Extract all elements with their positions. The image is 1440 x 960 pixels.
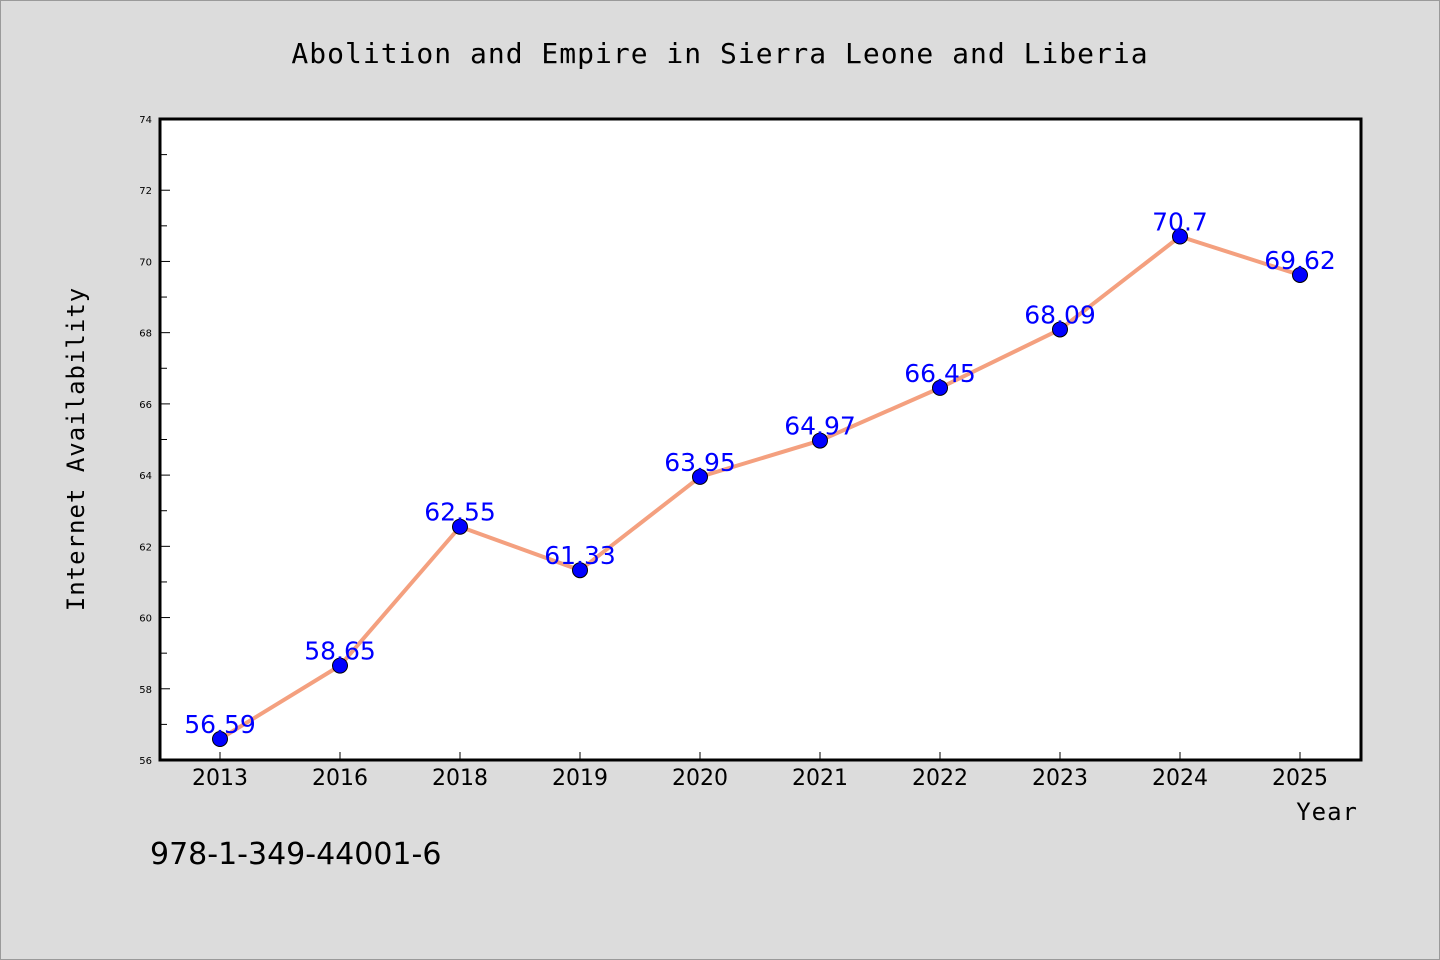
data-point: [212, 730, 228, 747]
x-axis-label: Year: [1296, 798, 1358, 826]
data-label: 63.95: [664, 448, 736, 477]
chart-title: Abolition and Empire in Sierra Leone and…: [291, 37, 1148, 70]
x-tick-label: 2023: [1032, 766, 1088, 791]
data-point: [572, 562, 588, 579]
plot-area: [158, 117, 1363, 762]
series-line: [218, 234, 1301, 741]
data-point: [1172, 228, 1188, 245]
data-label: 66.45: [904, 359, 976, 388]
y-tick-label: 60: [139, 614, 152, 625]
y-axis-label: Internet Availability: [62, 287, 90, 611]
data-label: 61.33: [544, 541, 616, 570]
y-tick-label: 70: [139, 257, 152, 268]
x-tick-label: 2018: [432, 766, 488, 791]
data-label: 68.09: [1024, 300, 1096, 329]
x-tick-label: 2024: [1152, 766, 1208, 791]
y-tick-label: 72: [139, 186, 152, 197]
y-tick-label: 62: [139, 542, 152, 553]
x-axis: 2013 2016 2018 2019 2020 2021 2022 2023 2024 2025: [192, 752, 1328, 791]
x-tick-label: 2021: [792, 766, 848, 791]
x-tick-label: 2019: [552, 766, 608, 791]
data-point: [692, 468, 708, 485]
x-tick-label: 2013: [192, 766, 248, 791]
data-labels: 56.59 58.65 62.55 61.33 63.95 64.97 66.45 68.09…: [184, 208, 1336, 739]
data-point: [932, 379, 948, 396]
y-tick-label: 58: [139, 685, 152, 696]
x-tick-label: 2020: [672, 766, 728, 791]
data-label: 70.7: [1152, 208, 1208, 237]
data-point: [1052, 321, 1068, 338]
data-label: 58.65: [304, 637, 376, 666]
x-tick-label: 2022: [912, 766, 968, 791]
data-point: [452, 518, 468, 535]
data-point: [1292, 266, 1308, 283]
y-tick-label: 56: [139, 756, 152, 767]
data-point: [812, 432, 828, 449]
series-markers: [212, 228, 1308, 747]
y-tick-label: 66: [139, 400, 152, 411]
data-label: 56.59: [184, 710, 256, 739]
data-label: 69.62: [1264, 246, 1336, 275]
y-tick-label: 74: [139, 115, 152, 126]
x-tick-label: 2016: [312, 766, 368, 791]
y-tick-label: 64: [139, 471, 152, 482]
isbn-text: 978-1-349-44001-6: [150, 837, 441, 872]
x-tick-label: 2025: [1272, 766, 1328, 791]
y-tick-label: 68: [139, 329, 152, 340]
data-label: 62.55: [424, 498, 496, 527]
data-point: [332, 657, 348, 674]
data-label: 64.97: [784, 412, 856, 441]
y-axis: 56 58 60 62 64 66 68 70 72 74: [139, 115, 170, 767]
